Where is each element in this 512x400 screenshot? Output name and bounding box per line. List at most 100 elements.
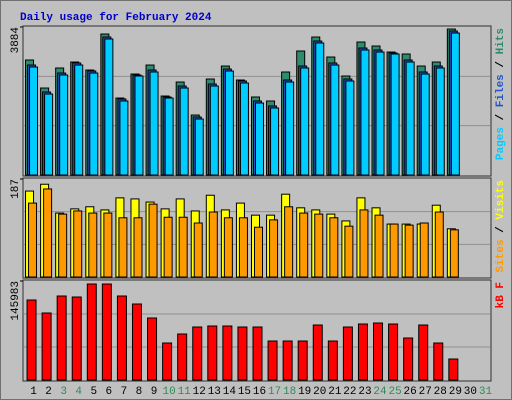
bar [41, 312, 52, 381]
bar [285, 81, 295, 176]
x-tick-label: 7 [121, 386, 128, 398]
bar [116, 295, 127, 381]
bar [118, 217, 128, 278]
x-tick-label: 19 [298, 386, 311, 398]
x-tick-label: 4 [75, 386, 82, 398]
bar [207, 325, 218, 381]
legend-entry: Files [495, 74, 507, 107]
y-tick-label: 187 [10, 179, 22, 199]
bar [403, 337, 414, 381]
x-tick-label: 14 [223, 386, 237, 398]
chart-title: Daily usage for February 2024 [20, 12, 212, 24]
bar [104, 38, 114, 176]
bar [420, 73, 430, 176]
legend: Sites / Visits [495, 180, 507, 272]
bar [375, 51, 385, 176]
bar [224, 70, 234, 176]
legend-entry: Visits [495, 180, 507, 220]
bar [163, 216, 173, 278]
x-tick-label: 31 [479, 386, 493, 398]
bar [119, 100, 129, 176]
bar [434, 211, 444, 278]
bar [101, 283, 112, 381]
x-tick-label: 23 [358, 386, 371, 398]
x-tick-label: 9 [151, 386, 158, 398]
bar [388, 323, 399, 381]
x-tick-label: 6 [106, 386, 113, 398]
bar [359, 209, 369, 278]
bar [300, 67, 310, 176]
y-tick-label: 145983 [10, 281, 22, 321]
bar [255, 102, 264, 176]
legend-separator: / [495, 220, 507, 240]
bar [73, 210, 83, 278]
bar [299, 212, 309, 278]
legend-entry: Hits [495, 28, 507, 54]
bar [89, 72, 99, 176]
bar [149, 71, 159, 176]
bar [28, 202, 38, 278]
x-tick-label: 12 [193, 386, 206, 398]
x-tick-label: 2 [45, 386, 52, 398]
bar [374, 214, 384, 278]
bar [449, 229, 459, 278]
bar [267, 340, 278, 381]
x-tick-label: 10 [163, 386, 176, 398]
bar [208, 211, 218, 278]
bar [147, 317, 158, 381]
bar [239, 82, 249, 176]
x-tick-label: 26 [404, 386, 417, 398]
bar [43, 188, 53, 278]
bar [103, 212, 113, 278]
bar [26, 299, 37, 381]
legend-entry: Sites [495, 239, 507, 272]
x-tick-label: 17 [268, 386, 281, 398]
bar [314, 213, 324, 278]
bar [59, 74, 69, 176]
bar [194, 118, 204, 176]
x-tick-label: 3 [60, 386, 67, 398]
bar [177, 333, 188, 381]
legend-separator: / [495, 107, 507, 127]
bar [435, 67, 445, 176]
legend-entry: kB F [495, 282, 507, 308]
bar [373, 322, 384, 381]
bar [164, 97, 174, 176]
bar [179, 87, 189, 176]
x-tick-label: 13 [208, 386, 221, 398]
bar [86, 283, 97, 381]
bar [342, 326, 353, 381]
bar [418, 324, 429, 381]
bar [148, 203, 158, 278]
bar [270, 107, 280, 176]
bar [344, 225, 354, 278]
bar [433, 342, 444, 381]
bar [58, 213, 68, 278]
x-tick-label: 21 [328, 386, 342, 398]
x-tick-label: 15 [238, 386, 251, 398]
bar [405, 61, 415, 176]
bar [44, 93, 54, 176]
bar [88, 212, 98, 278]
bar [345, 80, 355, 176]
x-tick-label: 27 [419, 386, 432, 398]
bar [312, 324, 323, 381]
bar [269, 219, 279, 278]
x-tick-label: 22 [343, 386, 356, 398]
bar [238, 217, 248, 278]
bar [282, 340, 293, 381]
bar [133, 217, 143, 278]
legend: Pages / Files / Hits [495, 28, 507, 160]
x-tick-label: 11 [178, 386, 192, 398]
legend: kB F [495, 282, 507, 308]
bar [223, 217, 233, 278]
x-tick-label: 25 [388, 386, 401, 398]
x-tick-label: 29 [449, 386, 462, 398]
bar [315, 42, 325, 176]
bar [360, 49, 370, 176]
bar [209, 85, 219, 176]
bar [222, 325, 233, 381]
bar [404, 224, 414, 278]
bar [71, 296, 82, 381]
